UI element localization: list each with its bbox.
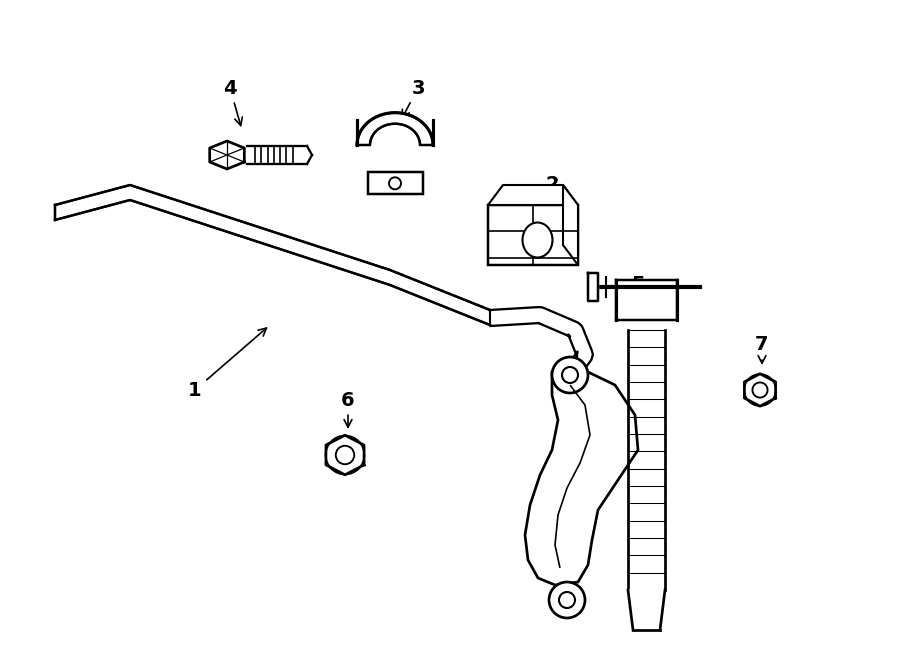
Text: 4: 4 <box>223 79 242 126</box>
Text: 7: 7 <box>755 336 769 364</box>
Text: 5: 5 <box>631 276 644 311</box>
Polygon shape <box>488 185 578 205</box>
PathPatch shape <box>525 372 638 585</box>
Polygon shape <box>616 280 677 320</box>
Circle shape <box>552 357 588 393</box>
Polygon shape <box>628 330 665 590</box>
Text: 2: 2 <box>537 176 559 211</box>
Circle shape <box>389 177 401 189</box>
Polygon shape <box>55 185 490 325</box>
Ellipse shape <box>523 223 553 258</box>
Circle shape <box>562 367 578 383</box>
Polygon shape <box>488 205 578 265</box>
Polygon shape <box>588 273 598 301</box>
Polygon shape <box>744 374 776 407</box>
Polygon shape <box>326 435 365 475</box>
Text: 3: 3 <box>402 79 425 118</box>
Circle shape <box>549 582 585 618</box>
Circle shape <box>336 446 355 464</box>
Polygon shape <box>247 146 307 164</box>
Circle shape <box>559 592 575 608</box>
Polygon shape <box>563 185 578 265</box>
Polygon shape <box>357 113 433 145</box>
Text: 1: 1 <box>188 328 266 399</box>
Circle shape <box>752 383 768 397</box>
Text: 6: 6 <box>341 391 355 428</box>
Polygon shape <box>490 307 593 380</box>
Polygon shape <box>210 141 244 169</box>
Polygon shape <box>628 590 665 630</box>
Polygon shape <box>368 173 423 194</box>
